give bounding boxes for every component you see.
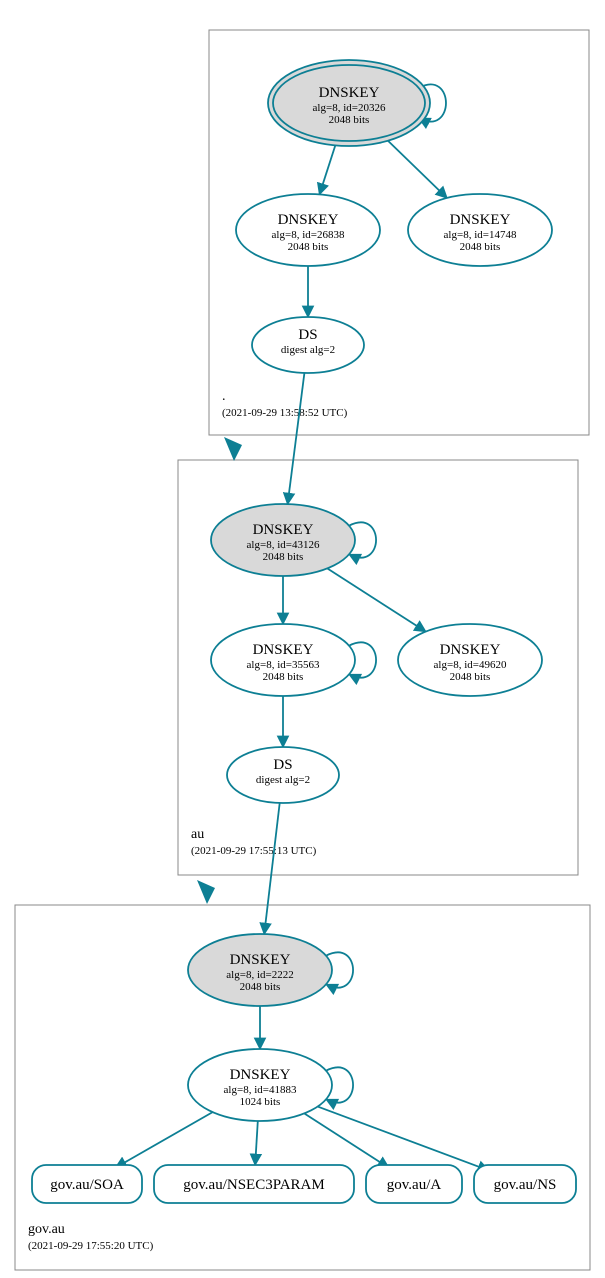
- edge: [384, 137, 447, 198]
- node-label: DNSKEYalg=8, id=268382048 bits: [272, 212, 345, 253]
- node-label: DNSKEYalg=8, id=418831024 bits: [224, 1067, 297, 1108]
- edge: [288, 373, 305, 504]
- edge: [318, 1107, 489, 1171]
- node-label: DNSKEYalg=8, id=147482048 bits: [444, 212, 517, 253]
- dnskey-node: [188, 934, 332, 1006]
- node-label: DNSKEYalg=8, id=203262048 bits: [313, 85, 386, 126]
- dnskey-node: [408, 194, 552, 266]
- node-label: DNSKEYalg=8, id=496202048 bits: [434, 642, 507, 683]
- rr-node: [474, 1165, 576, 1203]
- zone-box-root: [209, 30, 589, 435]
- dnskey-node: [211, 624, 355, 696]
- zone-label-govau: gov.au(2021-09-29 17:55:20 UTC): [28, 1222, 154, 1252]
- rr-node: [32, 1165, 142, 1203]
- zone-transition-arrow: [224, 437, 242, 461]
- zone-label-root: .(2021-09-29 13:58:52 UTC): [222, 389, 348, 419]
- ds-node: [227, 747, 339, 803]
- rr-node: [366, 1165, 462, 1203]
- rr-label: gov.au/A: [387, 1177, 442, 1193]
- self-loop: [326, 952, 353, 987]
- edge: [304, 1113, 389, 1167]
- self-loop: [349, 642, 376, 677]
- zone-label-au: au(2021-09-29 17:55:13 UTC): [191, 827, 317, 857]
- edge: [264, 803, 279, 934]
- dnskey-node: [211, 504, 355, 576]
- edge: [115, 1112, 212, 1168]
- edge: [255, 1121, 258, 1165]
- rr-label: gov.au/NS: [494, 1177, 557, 1193]
- self-loop: [349, 522, 376, 557]
- edge: [327, 568, 425, 631]
- rr-label: gov.au/NSEC3PARAM: [183, 1177, 324, 1193]
- node-label: DNSKEYalg=8, id=431262048 bits: [247, 522, 320, 563]
- ds-node: [252, 317, 364, 373]
- zone-box-govau: [15, 905, 590, 1270]
- self-loop: [419, 84, 446, 121]
- node-label: DNSKEYalg=8, id=355632048 bits: [247, 642, 320, 683]
- self-loop: [326, 1067, 353, 1102]
- node-label: DSdigest alg=2: [281, 327, 335, 356]
- dnskey-node: [236, 194, 380, 266]
- dnskey-node-outer: [268, 60, 430, 146]
- edge: [319, 141, 336, 195]
- dnskey-node: [188, 1049, 332, 1121]
- zone-transition-arrow: [197, 880, 215, 904]
- rr-node: [154, 1165, 354, 1203]
- zone-box-au: [178, 460, 578, 875]
- dnskey-node: [273, 65, 425, 141]
- rr-label: gov.au/SOA: [50, 1177, 124, 1193]
- node-label: DSdigest alg=2: [256, 757, 310, 786]
- node-label: DNSKEYalg=8, id=22222048 bits: [226, 952, 293, 993]
- dnskey-node: [398, 624, 542, 696]
